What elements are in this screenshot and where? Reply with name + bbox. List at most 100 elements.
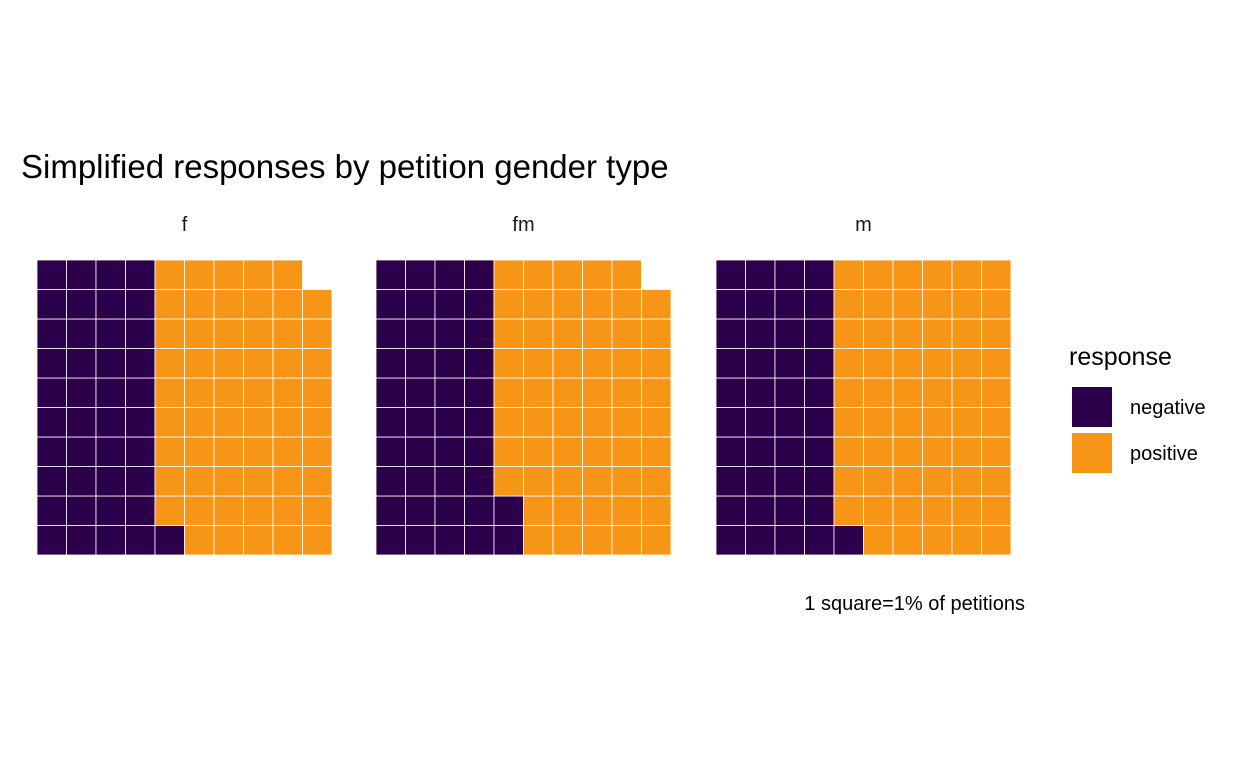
waffle-square-positive [243, 436, 274, 467]
waffle-square-positive [302, 525, 333, 556]
waffle-square-positive [922, 407, 953, 438]
waffle-square-negative [375, 348, 406, 379]
waffle-square-positive [892, 259, 923, 290]
waffle-square-positive [641, 436, 672, 467]
waffle-square-negative [405, 525, 436, 556]
waffle-square-negative [804, 348, 835, 379]
waffle-square-positive [641, 318, 672, 349]
waffle-square-negative [125, 377, 156, 408]
waffle-square-negative [745, 407, 776, 438]
waffle-square-negative [375, 436, 406, 467]
waffle-square-positive [611, 495, 642, 526]
waffle-square-positive [154, 318, 185, 349]
waffle-square-positive [863, 377, 894, 408]
waffle-square-positive [272, 259, 303, 290]
waffle-square-positive [892, 348, 923, 379]
waffle-square-negative [804, 259, 835, 290]
waffle-square-positive [272, 318, 303, 349]
waffle-square-negative [405, 377, 436, 408]
waffle-square-positive [154, 289, 185, 320]
waffle-square-positive [213, 318, 244, 349]
waffle-square-positive [981, 436, 1012, 467]
waffle-square-positive [552, 318, 583, 349]
waffle-square-negative [434, 495, 465, 526]
waffle-square-positive [922, 525, 953, 556]
waffle-square-negative [464, 466, 495, 497]
waffle-square-positive [922, 495, 953, 526]
waffle-square-positive [951, 525, 982, 556]
waffle-square-positive [611, 318, 642, 349]
legend-label: negative [1130, 397, 1206, 419]
waffle-square-negative [434, 259, 465, 290]
waffle-square-negative [464, 377, 495, 408]
waffle-square-negative [804, 407, 835, 438]
waffle-square-positive [272, 407, 303, 438]
waffle-square-negative [66, 525, 97, 556]
waffle-square-positive [552, 466, 583, 497]
waffle-square-positive [641, 348, 672, 379]
waffle-square-negative [36, 436, 67, 467]
waffle-square-negative [66, 348, 97, 379]
legend-items: negative positive [1072, 387, 1206, 473]
waffle-square-positive [213, 377, 244, 408]
waffle-square-positive [641, 495, 672, 526]
waffle-square-positive [922, 377, 953, 408]
waffle-square-positive [493, 466, 524, 497]
waffle-square-negative [375, 318, 406, 349]
waffle-square-negative [715, 466, 746, 497]
waffle-square-positive [552, 259, 583, 290]
waffle-square-positive [154, 348, 185, 379]
waffle-square-negative [715, 436, 746, 467]
waffle-square-negative [125, 436, 156, 467]
waffle-square-positive [154, 377, 185, 408]
waffle-square-positive [922, 318, 953, 349]
waffle-square-negative [36, 318, 67, 349]
waffle-square-positive [951, 348, 982, 379]
waffle-square-negative [715, 289, 746, 320]
waffle-square-positive [981, 525, 1012, 556]
waffle-square-negative [66, 466, 97, 497]
waffle-square-negative [804, 525, 835, 556]
facet-label: m [855, 214, 872, 236]
waffle-square-positive [552, 525, 583, 556]
legend-label: positive [1130, 443, 1198, 465]
waffle-square-positive [951, 407, 982, 438]
waffle-square-positive [863, 466, 894, 497]
waffle-square-negative [464, 495, 495, 526]
waffle-square-negative [745, 525, 776, 556]
waffle-square-negative [125, 318, 156, 349]
waffle-square-negative [434, 348, 465, 379]
waffle-square-positive [552, 495, 583, 526]
waffle-square-negative [36, 407, 67, 438]
waffle-square-positive [863, 495, 894, 526]
waffle-square-positive [302, 436, 333, 467]
waffle-square-positive [302, 495, 333, 526]
waffle-square-positive [523, 466, 554, 497]
waffle-square-negative [774, 466, 805, 497]
waffle-square-positive [154, 466, 185, 497]
waffle-square-positive [302, 466, 333, 497]
waffle-square-negative [375, 525, 406, 556]
legend-swatch-positive [1072, 433, 1112, 473]
waffle-square-positive [523, 436, 554, 467]
waffle-square-positive [552, 289, 583, 320]
waffle-square-positive [302, 348, 333, 379]
waffle-square-positive [892, 495, 923, 526]
waffle-square-negative [745, 495, 776, 526]
waffle-square-positive [493, 436, 524, 467]
waffle-square-negative [125, 259, 156, 290]
waffle-square-positive [523, 525, 554, 556]
waffle-square-negative [125, 525, 156, 556]
waffle-square-negative [774, 436, 805, 467]
waffle-square-negative [493, 525, 524, 556]
waffle-square-negative [66, 436, 97, 467]
waffle-square-positive [951, 466, 982, 497]
waffle-square-positive [582, 289, 613, 320]
waffle-square-positive [243, 525, 274, 556]
waffle-square-positive [611, 259, 642, 290]
waffle-square-positive [493, 259, 524, 290]
waffle-square-negative [375, 259, 406, 290]
waffle-square-negative [745, 466, 776, 497]
waffle-square-positive [892, 436, 923, 467]
